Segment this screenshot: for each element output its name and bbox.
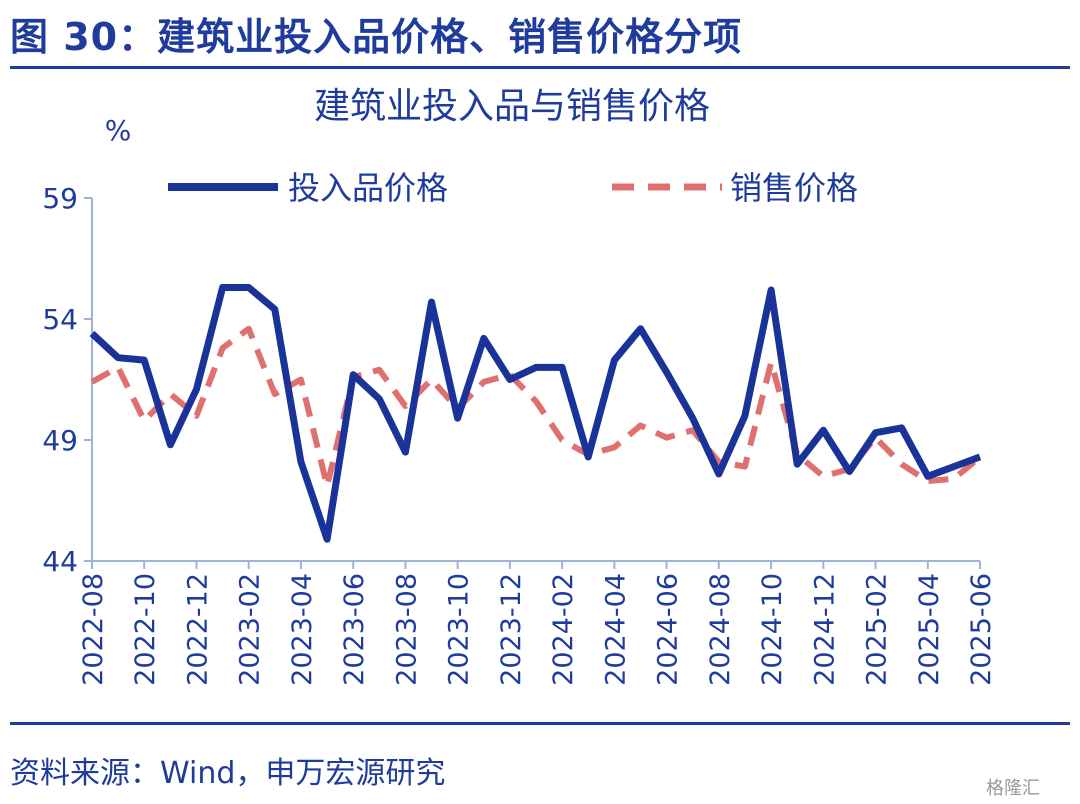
- chart-title: 建筑业投入品与销售价格: [314, 86, 710, 127]
- x-tick-label: 2022-12: [182, 573, 213, 686]
- top-rule: [10, 66, 1070, 69]
- line-chart: 建筑业投入品与销售价格 % 投入品价格 销售价格 44 49 54 59 2022-0…: [42, 86, 997, 686]
- x-tick-label: 2023-08: [391, 573, 422, 686]
- source-note: 资料来源：Wind，申万宏源研究: [10, 756, 446, 791]
- y-tick-label: 59: [42, 182, 78, 215]
- x-tick-label: 2022-08: [78, 573, 109, 686]
- x-tick-label: 2024-02: [548, 573, 579, 686]
- x-tick-label: 2025-02: [862, 573, 893, 686]
- watermark: 格隆汇: [986, 778, 1040, 799]
- x-tick-label: 2025-04: [914, 573, 945, 686]
- x-tick-label: 2023-02: [235, 573, 266, 686]
- x-tick-label: 2023-04: [287, 573, 318, 686]
- bottom-rule: [10, 722, 1070, 725]
- legend: 投入品价格 销售价格: [168, 169, 858, 207]
- x-tick-label: 2023-12: [496, 573, 527, 686]
- x-tick-label: 2023-06: [339, 573, 370, 686]
- x-tick-label: 2024-10: [757, 573, 788, 686]
- x-tick-label: 2024-06: [653, 573, 684, 686]
- x-tick-label: 2024-08: [705, 573, 736, 686]
- legend-label-input: 投入品价格: [288, 169, 448, 207]
- x-tick-label: 2022-10: [130, 573, 161, 686]
- series-line-input: [89, 284, 982, 543]
- x-tick-label: 2025-06: [966, 573, 997, 686]
- series-line-sales: [90, 325, 982, 489]
- legend-label-sales: 销售价格: [730, 169, 858, 207]
- x-tick-label: 2024-04: [600, 573, 631, 686]
- figure-title: 图 30：建筑业投入品价格、销售价格分项: [10, 15, 743, 59]
- y-tick-label: 54: [42, 303, 78, 336]
- x-tick-label: 2024-12: [809, 573, 840, 686]
- y-tick-label: 49: [42, 424, 78, 457]
- x-tick-label: 2023-10: [444, 573, 475, 686]
- y-axis-unit: %: [105, 114, 132, 147]
- y-tick-label: 44: [42, 545, 78, 578]
